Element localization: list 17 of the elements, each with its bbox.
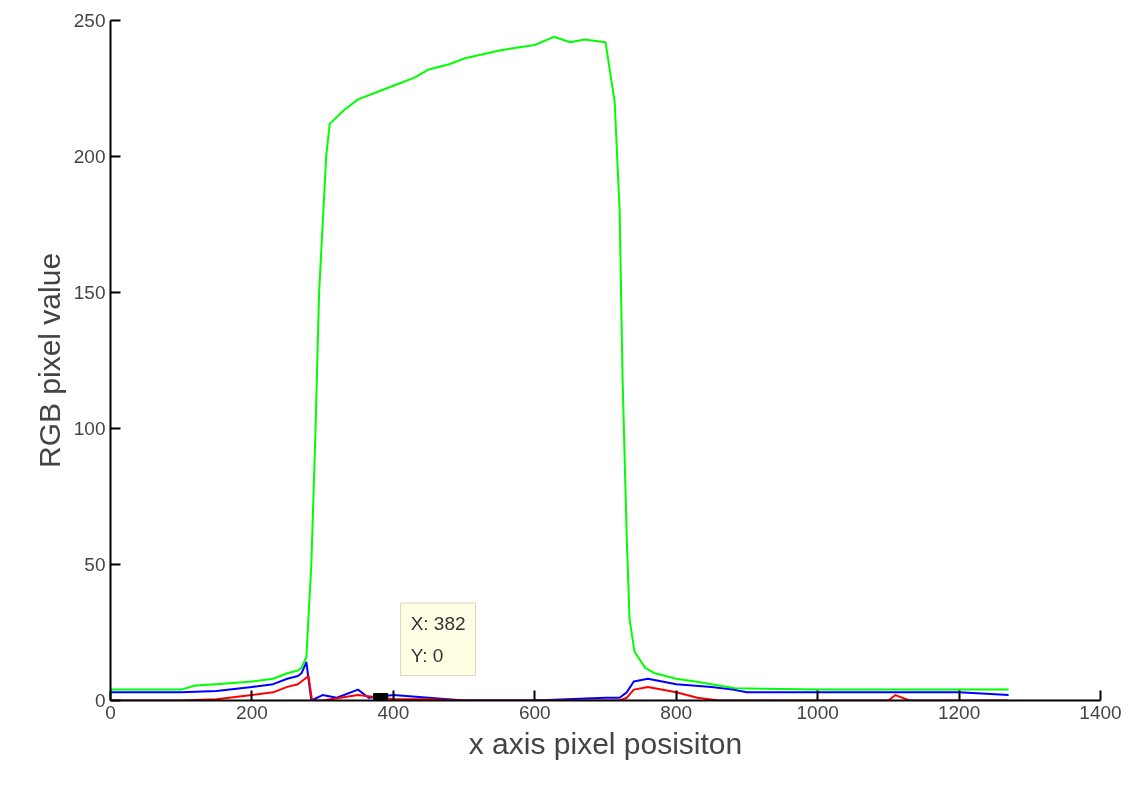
y-tick-label: 250 xyxy=(73,10,106,31)
x-tick-label: 600 xyxy=(518,701,551,723)
y-tick-label: 100 xyxy=(73,418,106,439)
annotation: X: 382 Y: 0 xyxy=(410,613,466,666)
x-tick-label: 1200 xyxy=(937,701,981,723)
x-axis-title: x axis pixel posisiton xyxy=(468,726,743,760)
y-tick-label: 150 xyxy=(73,282,106,303)
x-tick-label: 1000 xyxy=(796,701,839,723)
y-tick-label: 200 xyxy=(73,146,106,167)
y-axis-title: RGB pixel value xyxy=(32,252,66,469)
x-tick-label: 1400 xyxy=(1079,701,1122,723)
x-tick-label: 400 xyxy=(377,701,410,723)
x-tick-label: 200 xyxy=(236,701,268,723)
line-series xyxy=(110,661,1010,701)
x-tick-label: 800 xyxy=(660,701,693,723)
y-tick-label: 50 xyxy=(84,554,106,575)
line-series xyxy=(110,35,1010,691)
